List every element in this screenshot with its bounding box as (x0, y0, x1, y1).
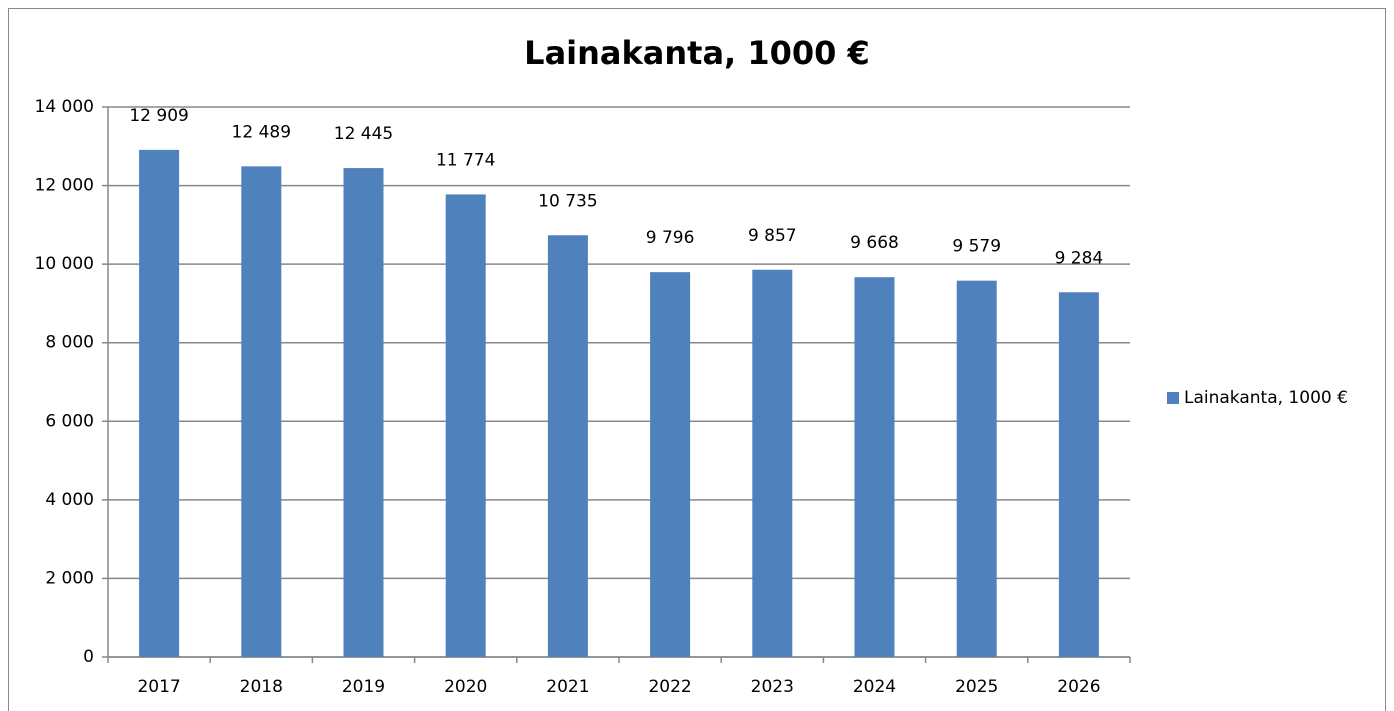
value-label: 9 668 (850, 233, 899, 253)
y-tick-label: 12 000 (35, 176, 94, 196)
y-tick-label: 10 000 (35, 254, 94, 274)
bar (445, 194, 486, 657)
value-label: 12 909 (129, 106, 188, 126)
y-tick-label: 6 000 (45, 411, 94, 431)
x-tick-label: 2024 (853, 677, 896, 697)
bar (139, 149, 180, 657)
x-tick-label: 2021 (546, 677, 589, 697)
bar (547, 235, 588, 657)
bar (752, 269, 793, 657)
bar (1058, 292, 1099, 657)
bar (956, 280, 997, 657)
x-tick-label: 2026 (1057, 677, 1100, 697)
x-tick-label: 2025 (955, 677, 998, 697)
x-tick-label: 2023 (751, 677, 794, 697)
value-label: 10 735 (538, 191, 597, 211)
x-tick-label: 2017 (137, 677, 180, 697)
value-label: 9 796 (646, 228, 695, 248)
y-tick-label: 4 000 (45, 490, 94, 510)
value-label: 11 774 (436, 150, 495, 170)
value-label: 9 284 (1055, 248, 1104, 268)
value-label: 9 579 (952, 237, 1001, 257)
value-label: 12 489 (232, 122, 291, 142)
legend-label: Lainakanta, 1000 € (1184, 388, 1348, 408)
bar (650, 272, 691, 657)
x-tick-label: 2022 (648, 677, 691, 697)
bar (854, 277, 895, 657)
value-label: 12 445 (334, 124, 393, 144)
x-tick-label: 2019 (342, 677, 385, 697)
value-label: 9 857 (748, 226, 797, 246)
y-tick-label: 0 (83, 647, 94, 667)
y-tick-label: 14 000 (35, 97, 94, 117)
legend-swatch (1167, 392, 1179, 404)
bar (241, 166, 282, 657)
y-tick-label: 8 000 (45, 333, 94, 353)
x-tick-label: 2018 (240, 677, 283, 697)
bar (343, 168, 384, 657)
y-tick-label: 2 000 (45, 568, 94, 588)
chart-title: Lainakanta, 1000 € (524, 34, 870, 72)
chart-frame (8, 8, 1386, 711)
x-tick-label: 2020 (444, 677, 487, 697)
